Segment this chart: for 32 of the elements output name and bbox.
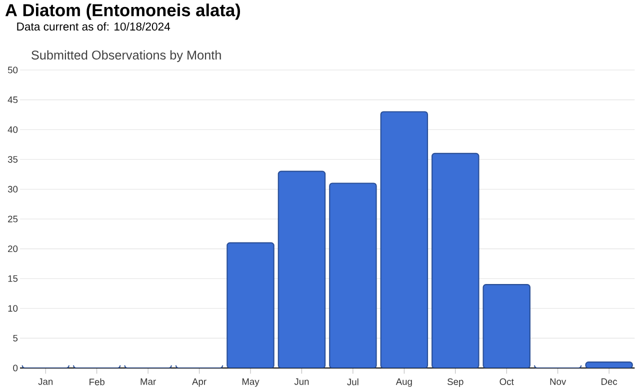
chart-title: A Diatom (Entomoneis alata) — [5, 4, 240, 20]
x-tick-label: Oct — [500, 378, 514, 385]
y-tick-label: 15 — [8, 275, 18, 282]
x-tick-label: May — [242, 378, 260, 387]
x-tick-label: Nov — [550, 378, 566, 385]
y-tick-label: 25 — [8, 216, 18, 222]
bar — [329, 182, 377, 368]
bar — [226, 242, 274, 368]
x-tick-label: Jan — [38, 378, 53, 385]
y-tick-label: 35 — [8, 156, 18, 163]
y-tick-label: 30 — [8, 186, 18, 192]
y-tick-label: 20 — [8, 246, 18, 252]
x-tick-label: Apr — [192, 378, 206, 387]
x-tick-label: Dec — [602, 378, 618, 385]
y-tick-label: 40 — [8, 126, 18, 133]
x-tick-label: Mar — [140, 378, 156, 385]
bar — [432, 152, 480, 368]
x-tick-label: Sep — [448, 378, 464, 387]
chart-subtitle: Submitted Observations by Month — [32, 50, 221, 62]
x-tick-label: Jun — [294, 378, 309, 385]
y-tick-label: 10 — [8, 305, 18, 312]
x-tick-label: Jul — [347, 378, 358, 386]
y-tick-label: 50 — [8, 66, 18, 74]
x-tick-label: Feb — [90, 378, 104, 386]
y-tick-label: 5 — [13, 334, 18, 342]
y-tick-label: 0 — [13, 364, 18, 372]
bar — [482, 284, 530, 368]
x-tick-label: Aug — [396, 378, 412, 387]
bar — [380, 111, 428, 368]
text: Data current as of: 10/18/2024 — [17, 22, 170, 31]
y-tick-label: 45 — [8, 96, 18, 104]
bar — [278, 170, 326, 368]
